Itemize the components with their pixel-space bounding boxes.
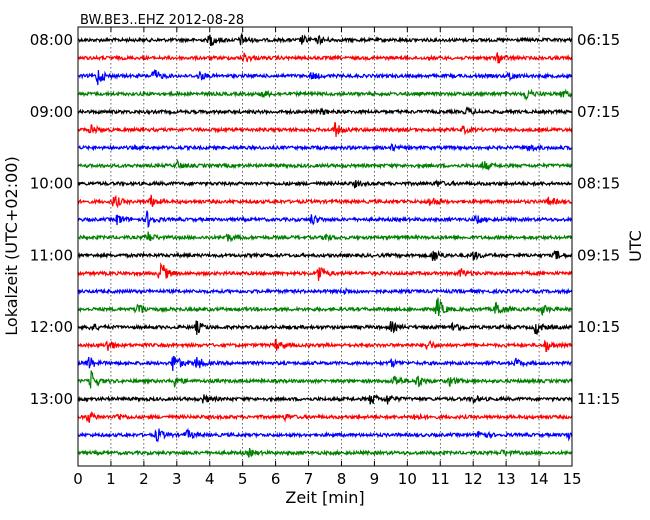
chart-title: BW.BE3..EHZ 2012-08-28 xyxy=(80,13,244,28)
x-tick-label: 5 xyxy=(238,470,248,488)
x-tick-label: 2 xyxy=(139,470,149,488)
left-time-label: 11:00 xyxy=(30,246,73,264)
x-tick-label: 10 xyxy=(398,470,417,488)
left-time-label: 09:00 xyxy=(30,103,73,121)
right-time-label: 08:15 xyxy=(577,175,620,193)
vertical-grid xyxy=(110,27,540,466)
x-tick-label: 1 xyxy=(106,470,116,488)
x-tick-label: 9 xyxy=(370,470,380,488)
seismic-trace xyxy=(77,370,573,389)
seismic-trace xyxy=(77,297,573,317)
seismic-trace xyxy=(77,158,573,172)
trace-layer xyxy=(77,32,573,458)
right-time-label: 07:15 xyxy=(577,103,620,121)
seismic-trace xyxy=(77,194,572,209)
right-time-label: 06:15 xyxy=(577,31,620,49)
x-tick-label: 7 xyxy=(304,470,314,488)
left-time-label: 10:00 xyxy=(30,175,73,193)
seismic-trace xyxy=(77,287,573,296)
left-axis-label: Lokalzeit (UTC+02:00) xyxy=(2,156,21,335)
seismic-trace xyxy=(77,106,573,116)
seismic-trace xyxy=(77,178,572,189)
x-tick-label: 14 xyxy=(530,470,549,488)
x-tick-label: 13 xyxy=(497,470,516,488)
x-tick-label: 15 xyxy=(562,470,581,488)
x-axis-label: Zeit [min] xyxy=(285,488,364,507)
seismic-trace xyxy=(77,411,573,423)
seismic-trace xyxy=(77,249,573,261)
x-axis: 0 1 2 3 4 5 6 7 8 9 10 11 12 13 14 15 xyxy=(73,27,582,488)
seismic-trace xyxy=(77,356,572,372)
seismic-trace xyxy=(77,32,573,47)
right-time-label: 11:15 xyxy=(577,390,620,408)
x-tick-label: 0 xyxy=(73,470,83,488)
seismic-trace xyxy=(77,393,573,405)
seismic-trace xyxy=(77,52,573,64)
seismic-trace xyxy=(77,88,573,101)
left-time-label: 12:00 xyxy=(30,318,73,336)
left-time-label: 08:00 xyxy=(30,31,73,49)
left-time-axis: 08:00 09:00 10:00 11:00 12:00 13:00 xyxy=(30,31,83,408)
seismic-trace xyxy=(77,69,573,86)
seismic-trace xyxy=(77,447,572,458)
seismic-trace xyxy=(77,320,573,336)
seismic-trace xyxy=(78,262,573,281)
right-time-axis: 06:15 07:15 08:15 09:15 10:15 11:15 xyxy=(567,31,620,408)
x-tick-label: 8 xyxy=(337,470,347,488)
right-time-label: 09:15 xyxy=(577,246,620,264)
x-tick-label: 6 xyxy=(271,470,281,488)
seismic-trace xyxy=(77,210,573,229)
plot-frame xyxy=(77,26,573,467)
seismic-trace xyxy=(77,142,572,153)
seismic-trace xyxy=(77,338,573,353)
x-tick-label: 11 xyxy=(431,470,450,488)
right-time-label: 10:15 xyxy=(577,318,620,336)
x-tick-label: 12 xyxy=(464,470,483,488)
x-tick-label: 3 xyxy=(172,470,182,488)
x-tick-label: 4 xyxy=(205,470,215,488)
left-time-label: 13:00 xyxy=(30,390,73,408)
seismic-trace xyxy=(78,231,572,243)
seismic-trace xyxy=(77,122,573,137)
seismic-trace xyxy=(77,427,573,443)
right-axis-label: UTC xyxy=(626,230,645,262)
